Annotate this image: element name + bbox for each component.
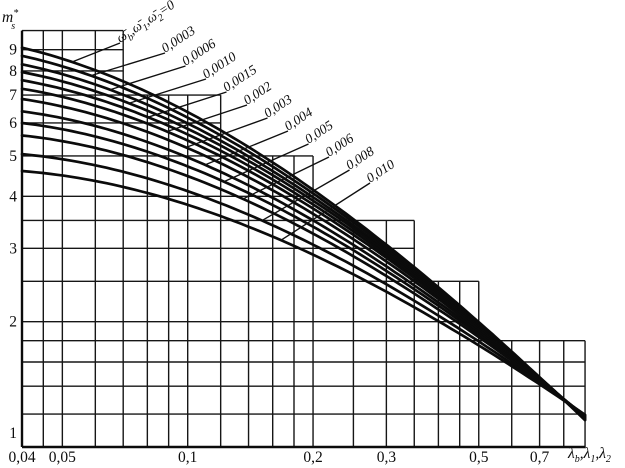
leader-line-0,010 <box>280 182 371 241</box>
x-tick-label: 0,05 <box>49 449 76 466</box>
y-tick-label: 4 <box>9 188 17 205</box>
y-tick-label: 9 <box>9 42 17 59</box>
curve-0,006 <box>20 134 587 418</box>
curve-0,003 <box>20 97 587 419</box>
curve-0,004 <box>20 109 587 419</box>
x-axis-title: λb,λ1,λ2 <box>567 445 611 465</box>
x-tick-label: 0,5 <box>469 449 489 466</box>
leader-line-0,005 <box>223 143 309 183</box>
curve-omega-0 <box>20 46 587 422</box>
leader-line-0,006 <box>242 156 330 200</box>
leader-line-0,003 <box>185 117 268 149</box>
y-tick-label: 2 <box>9 314 17 331</box>
curve-0,010 <box>20 169 587 417</box>
x-tick-label: 0,04 <box>8 449 35 466</box>
y-tick-label: 8 <box>9 63 17 80</box>
y-tick-label: 3 <box>9 240 17 257</box>
x-tick-label: 0,2 <box>303 449 322 466</box>
y-tick-label: 5 <box>9 148 17 165</box>
y-axis-title: m* s <box>2 8 18 32</box>
curve-0,008 <box>20 152 587 417</box>
leader-line-0,002 <box>166 104 248 133</box>
leader-line-0,0010 <box>128 78 207 104</box>
y-tick-label: 6 <box>9 115 17 132</box>
y-tick-label: 7 <box>9 87 17 104</box>
leader-line-0,0006 <box>109 65 186 91</box>
leader-line-0,0015 <box>147 91 227 118</box>
y-tick-label: 1 <box>9 425 17 442</box>
leader-line-0,004 <box>204 130 289 166</box>
leader-line-omega-0 <box>71 42 121 63</box>
leader-line-0,0003 <box>90 52 166 77</box>
curve-0,005 <box>20 121 587 418</box>
x-tick-label: 0,7 <box>530 449 550 466</box>
x-tick-label: 0,3 <box>377 449 397 466</box>
leader-line-0,008 <box>261 169 350 222</box>
x-tick-label: 0,1 <box>178 449 197 466</box>
